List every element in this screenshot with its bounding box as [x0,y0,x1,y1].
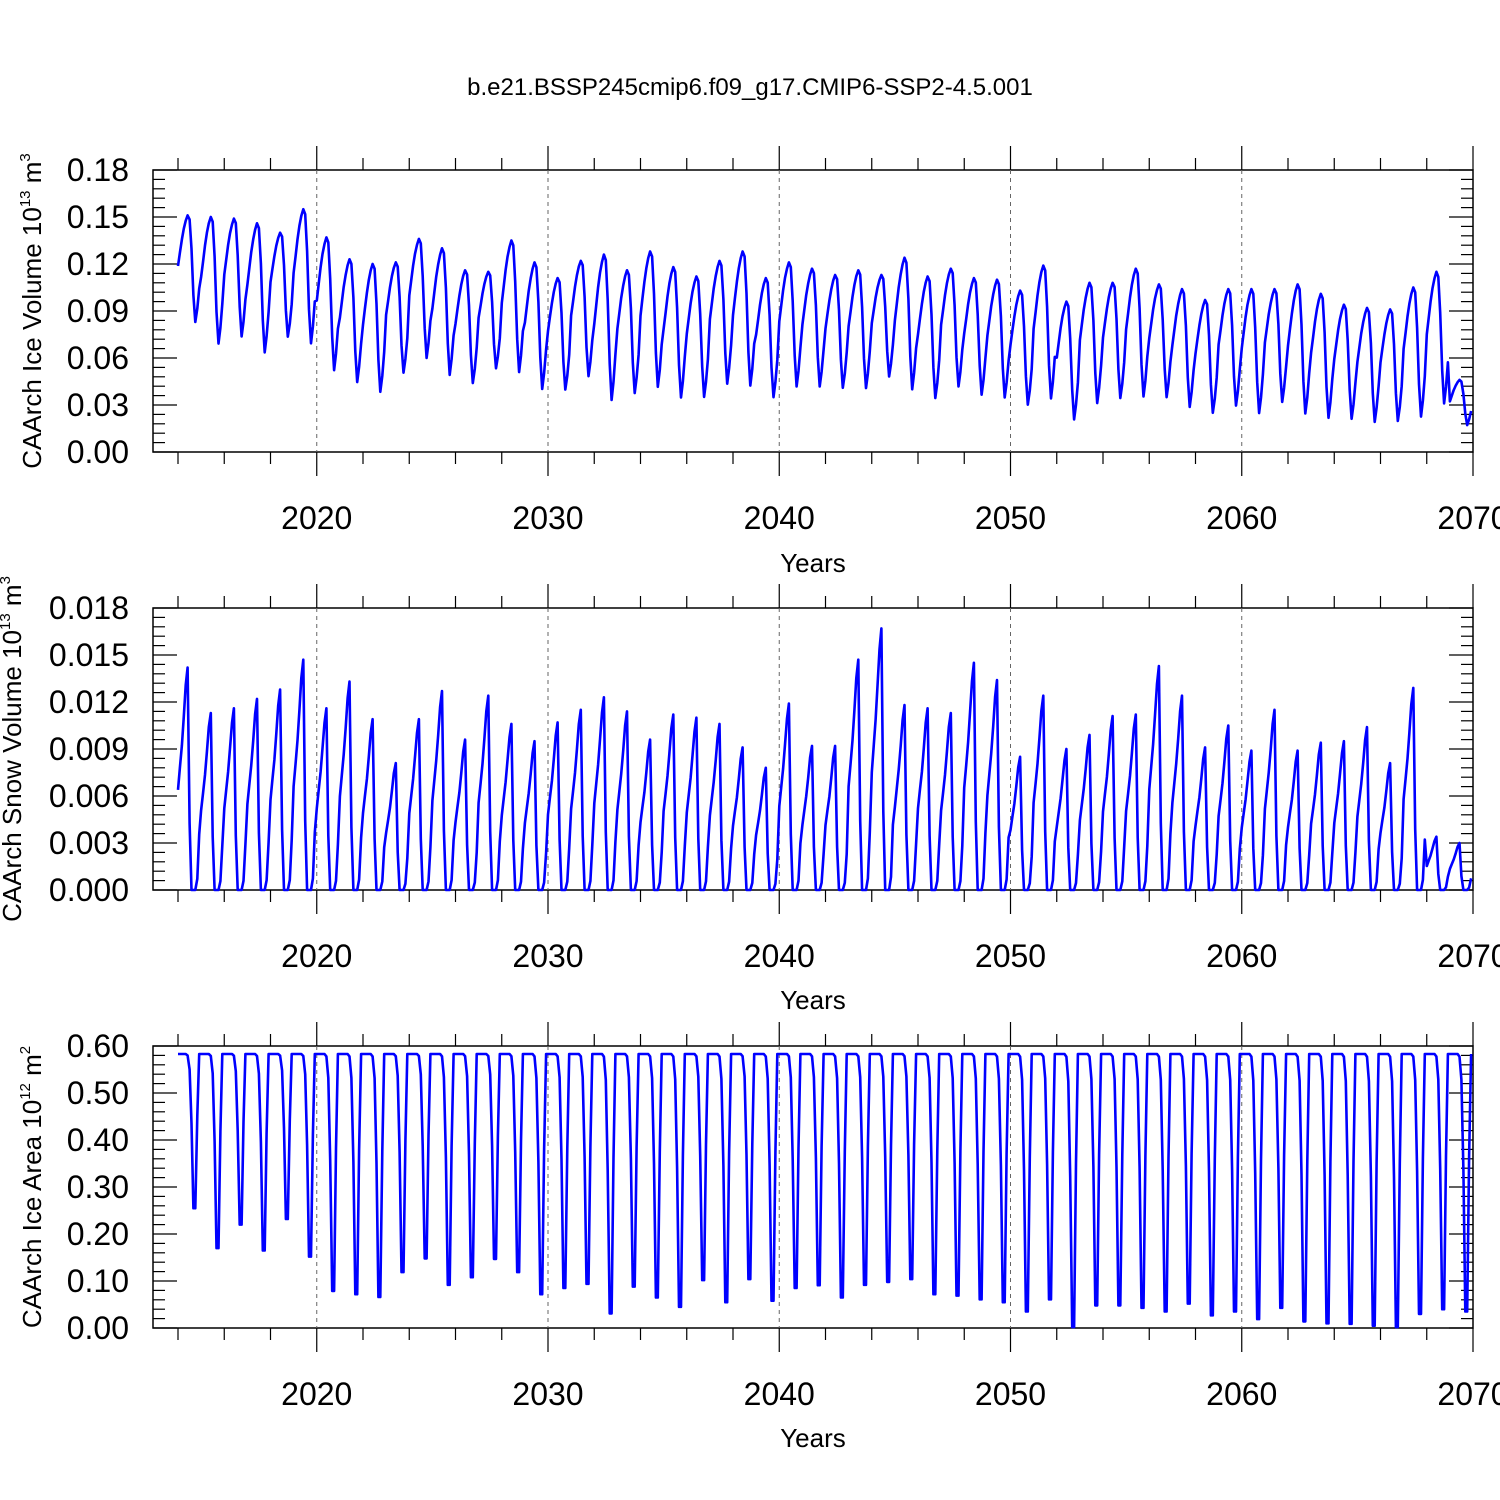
y-tick-label: 0.003 [49,825,129,861]
y-tick-label: 0.018 [49,590,129,626]
y-tick-label: 0.015 [49,637,129,673]
x-tick-label: 2050 [975,938,1046,974]
x-tick-label: 2050 [975,1376,1046,1412]
y-tick-label: 0.012 [49,684,129,720]
grid-ice-area [316,1046,1243,1328]
ylabel-unit-exp: 3 [17,153,34,161]
xticks-ice-area: 2020 2030 2040 2050 2060 2070 [281,1376,1500,1412]
y-tick-label: 0.40 [67,1122,129,1158]
panel-ice-volume: 0.00 0.03 0.06 0.09 0.12 0.15 0.18 2020 2030 204… [17,146,1500,578]
xticks-snow-volume: 2020 2030 2040 2050 2060 2070 [281,938,1500,974]
ylabel-unit: m [17,162,47,191]
ylabel-ice-area: CAArch Ice Area 1012 m2 [17,1046,47,1328]
x-tick-label: 2030 [512,938,583,974]
x-tick-label: 2040 [744,938,815,974]
y-tick-label: 0.10 [67,1263,129,1299]
yticks-ice-volume: 0.00 0.03 0.06 0.09 0.12 0.15 0.18 [67,152,129,470]
y-tick-label: 0.60 [67,1028,129,1064]
x-tick-label: 2070 [1437,938,1500,974]
ylabel-exp: 12 [17,1083,34,1100]
ylabel-main: CAArch Ice Area 10 [17,1100,47,1328]
series-line-ice-volume [176,207,1473,427]
ylabel-exp: 13 [17,190,34,207]
x-tick-label: 2070 [1437,1376,1500,1412]
y-tick-label: 0.03 [67,387,129,423]
x-tick-label: 2040 [744,1376,815,1412]
ticks-ice-area [153,1022,1474,1352]
x-tick-label: 2030 [512,500,583,536]
y-tick-label: 0.30 [67,1169,129,1205]
y-tick-label: 0.006 [49,778,129,814]
ylabel-ice-volume: CAArch Ice Volume 1013 m3 [17,153,47,469]
x-tick-label: 2020 [281,1376,352,1412]
y-tick-label: 0.000 [49,872,129,908]
panel-snow-volume: 0.000 0.003 0.006 0.009 0.012 0.015 0.018 2020… [0,576,1500,1015]
ylabel-snow-volume: CAArch Snow Volume 1013 m3 [0,576,27,922]
y-tick-label: 0.20 [67,1216,129,1252]
figure-title: b.e21.BSSP245cmip6.f09_g17.CMIP6-SSP2-4.… [467,74,1033,101]
y-tick-label: 0.15 [67,199,129,235]
ylabel-main: CAArch Ice Volume 10 [17,207,47,469]
ylabel-unit-exp: 3 [0,576,14,584]
grid-snow-volume [316,608,1243,890]
y-tick-label: 0.00 [67,434,129,470]
yticks-snow-volume: 0.000 0.003 0.006 0.009 0.012 0.015 0.018 [49,590,129,908]
x-tick-label: 2040 [744,500,815,536]
y-tick-label: 0.12 [67,246,129,282]
y-tick-label: 0.06 [67,340,129,376]
xlabel-ice-volume: Years [780,548,846,578]
yticks-ice-area: 0.00 0.10 0.20 0.30 0.40 0.50 0.60 [67,1028,129,1346]
x-tick-label: 2050 [975,500,1046,536]
ylabel-exp: 13 [0,613,14,630]
xlabel-ice-area: Years [780,1423,846,1453]
x-tick-label: 2030 [512,1376,583,1412]
x-tick-label: 2060 [1206,500,1277,536]
x-tick-label: 2020 [281,938,352,974]
ticks-snow-volume [153,584,1474,914]
series-line-ice-area [178,1052,1473,1329]
y-tick-label: 0.09 [67,293,129,329]
ylabel-main: CAArch Snow Volume 10 [0,630,27,922]
xlabel-snow-volume: Years [780,985,846,1015]
x-tick-label: 2060 [1206,1376,1277,1412]
xticks-ice-volume: 2020 2030 2040 2050 2060 2070 [281,500,1500,536]
ylabel-unit: m [0,584,27,613]
panel-ice-area: 0.00 0.10 0.20 0.30 0.40 0.50 0.60 2020 2030 204… [17,1022,1500,1453]
ylabel-unit: m [17,1054,47,1083]
series-line-snow-volume [176,627,1473,892]
y-tick-label: 0.009 [49,731,129,767]
y-tick-label: 0.18 [67,152,129,188]
x-tick-label: 2060 [1206,938,1277,974]
x-tick-label: 2020 [281,500,352,536]
plot-frame-ice-volume [152,169,1474,453]
ticks-ice-volume [153,146,1474,476]
x-tick-label: 2070 [1437,500,1500,536]
grid-ice-volume [316,170,1243,452]
y-tick-label: 0.00 [67,1310,129,1346]
ylabel-unit-exp: 2 [17,1046,34,1054]
y-tick-label: 0.50 [67,1075,129,1111]
